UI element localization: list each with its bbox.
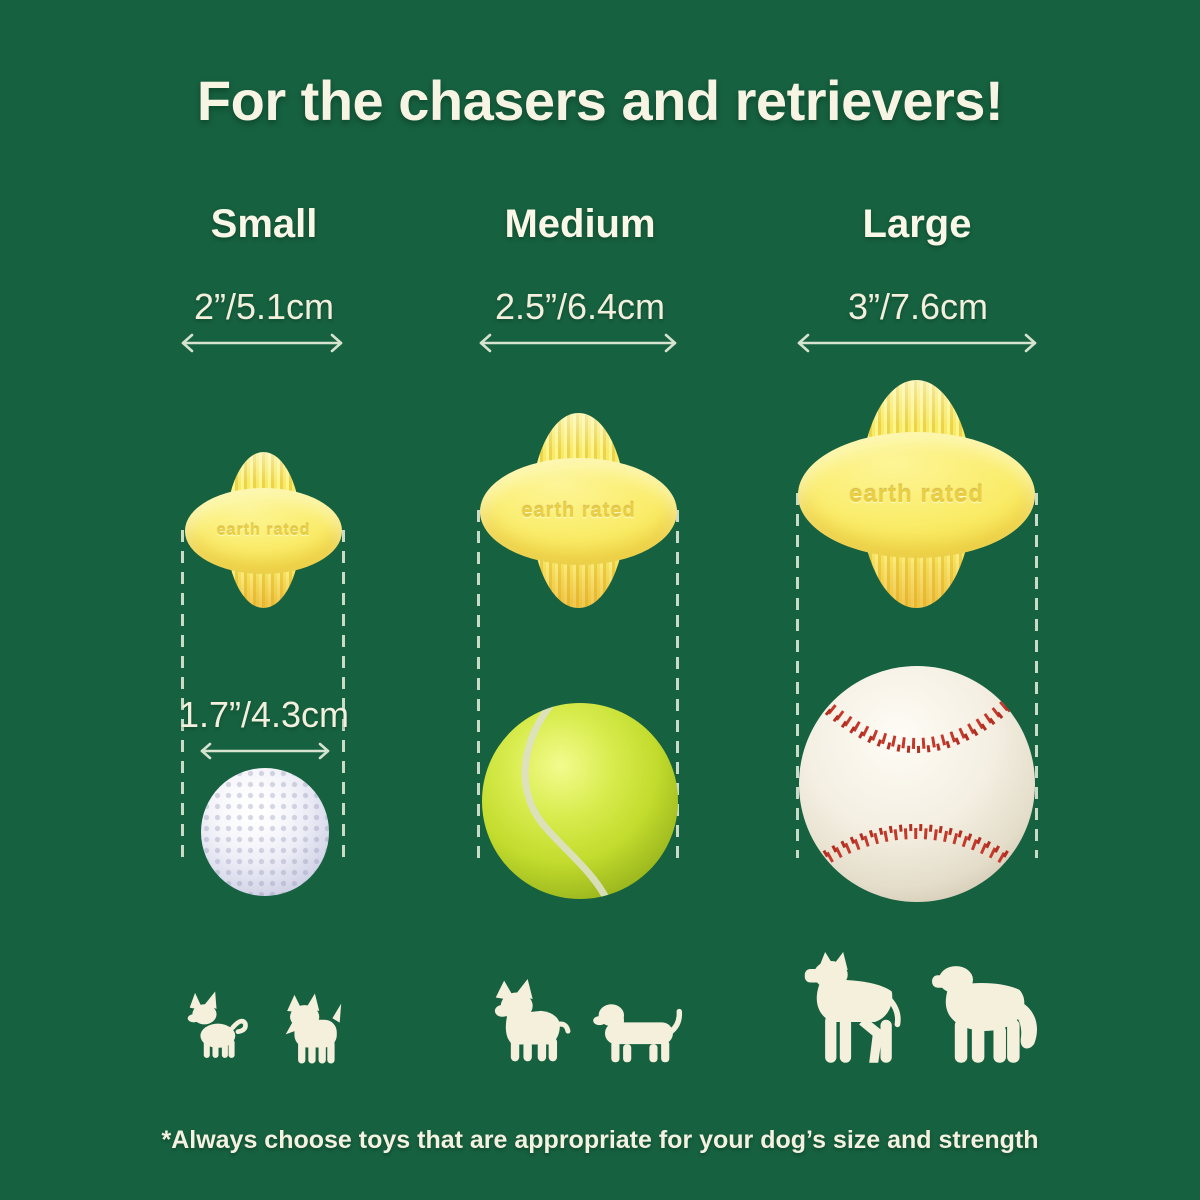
guide-line-small-left xyxy=(181,530,184,858)
baseball-image xyxy=(799,666,1035,902)
page-title: For the chasers and retrievers! xyxy=(196,69,1004,132)
earth-rated-embossed-logo: earth rated xyxy=(521,499,636,522)
toy-diameter-large: 3”/7.6cm xyxy=(847,286,989,327)
toy-center-lobe: earth rated xyxy=(185,487,342,574)
fetch-toy-medium: earth rated xyxy=(480,413,677,608)
size-label-small: Small xyxy=(210,202,318,246)
footnote: *Always choose toys that are appropriate… xyxy=(161,1126,1039,1154)
toy-diameter-medium: 2.5”/6.4cm xyxy=(494,286,666,327)
toy-center-lobe: earth rated xyxy=(798,432,1035,558)
dog-chihuahua-icon xyxy=(187,991,248,1058)
width-arrow-large xyxy=(797,333,1037,353)
dog-boxer-icon xyxy=(804,952,901,1063)
guide-line-small-right xyxy=(342,530,345,858)
earth-rated-embossed-logo: earth rated xyxy=(216,521,311,539)
size-label-large: Large xyxy=(862,202,972,246)
guide-line-medium-left xyxy=(477,510,480,858)
toy-diameter-small: 2”/5.1cm xyxy=(193,286,335,327)
guide-line-large-left xyxy=(796,493,799,858)
baseball-stitches xyxy=(812,689,1022,870)
toy-center-lobe: earth rated xyxy=(480,457,677,566)
fetch-toy-small: earth rated xyxy=(185,452,342,608)
earth-rated-embossed-logo: earth rated xyxy=(848,481,985,509)
dog-golden-retriever-icon xyxy=(932,966,1037,1063)
guide-line-large-right xyxy=(1035,493,1038,858)
golf-ball-dimples xyxy=(201,768,329,896)
ball-diameter-small: 1.7”/4.3cm xyxy=(178,694,350,735)
width-arrow-small xyxy=(181,333,343,353)
guide-line-medium-right xyxy=(676,510,679,858)
width-arrow-golf-ball xyxy=(200,742,330,760)
dog-dachshund-icon xyxy=(593,1004,683,1063)
golf-ball-image xyxy=(201,768,329,896)
dog-terrier-icon xyxy=(285,993,342,1064)
width-arrow-medium xyxy=(479,333,677,353)
fetch-toy-large: earth rated xyxy=(798,380,1035,608)
dog-french-bulldog-icon xyxy=(494,979,571,1062)
size-label-medium: Medium xyxy=(504,202,656,246)
tennis-ball-image xyxy=(482,703,678,899)
